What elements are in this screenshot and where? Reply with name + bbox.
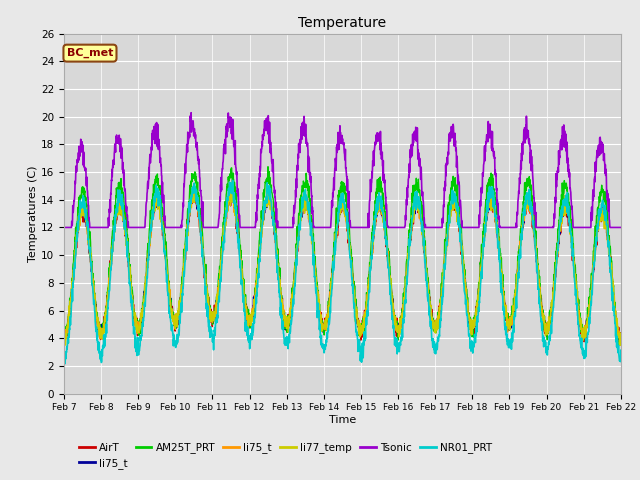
Y-axis label: Temperatures (C): Temperatures (C) xyxy=(28,165,38,262)
Text: BC_met: BC_met xyxy=(67,48,113,58)
Title: Temperature: Temperature xyxy=(298,16,387,30)
X-axis label: Time: Time xyxy=(329,415,356,425)
Legend: AirT, li75_t, AM25T_PRT, li75_t, li77_temp, Tsonic, NR01_PRT: AirT, li75_t, AM25T_PRT, li75_t, li77_te… xyxy=(75,438,496,473)
